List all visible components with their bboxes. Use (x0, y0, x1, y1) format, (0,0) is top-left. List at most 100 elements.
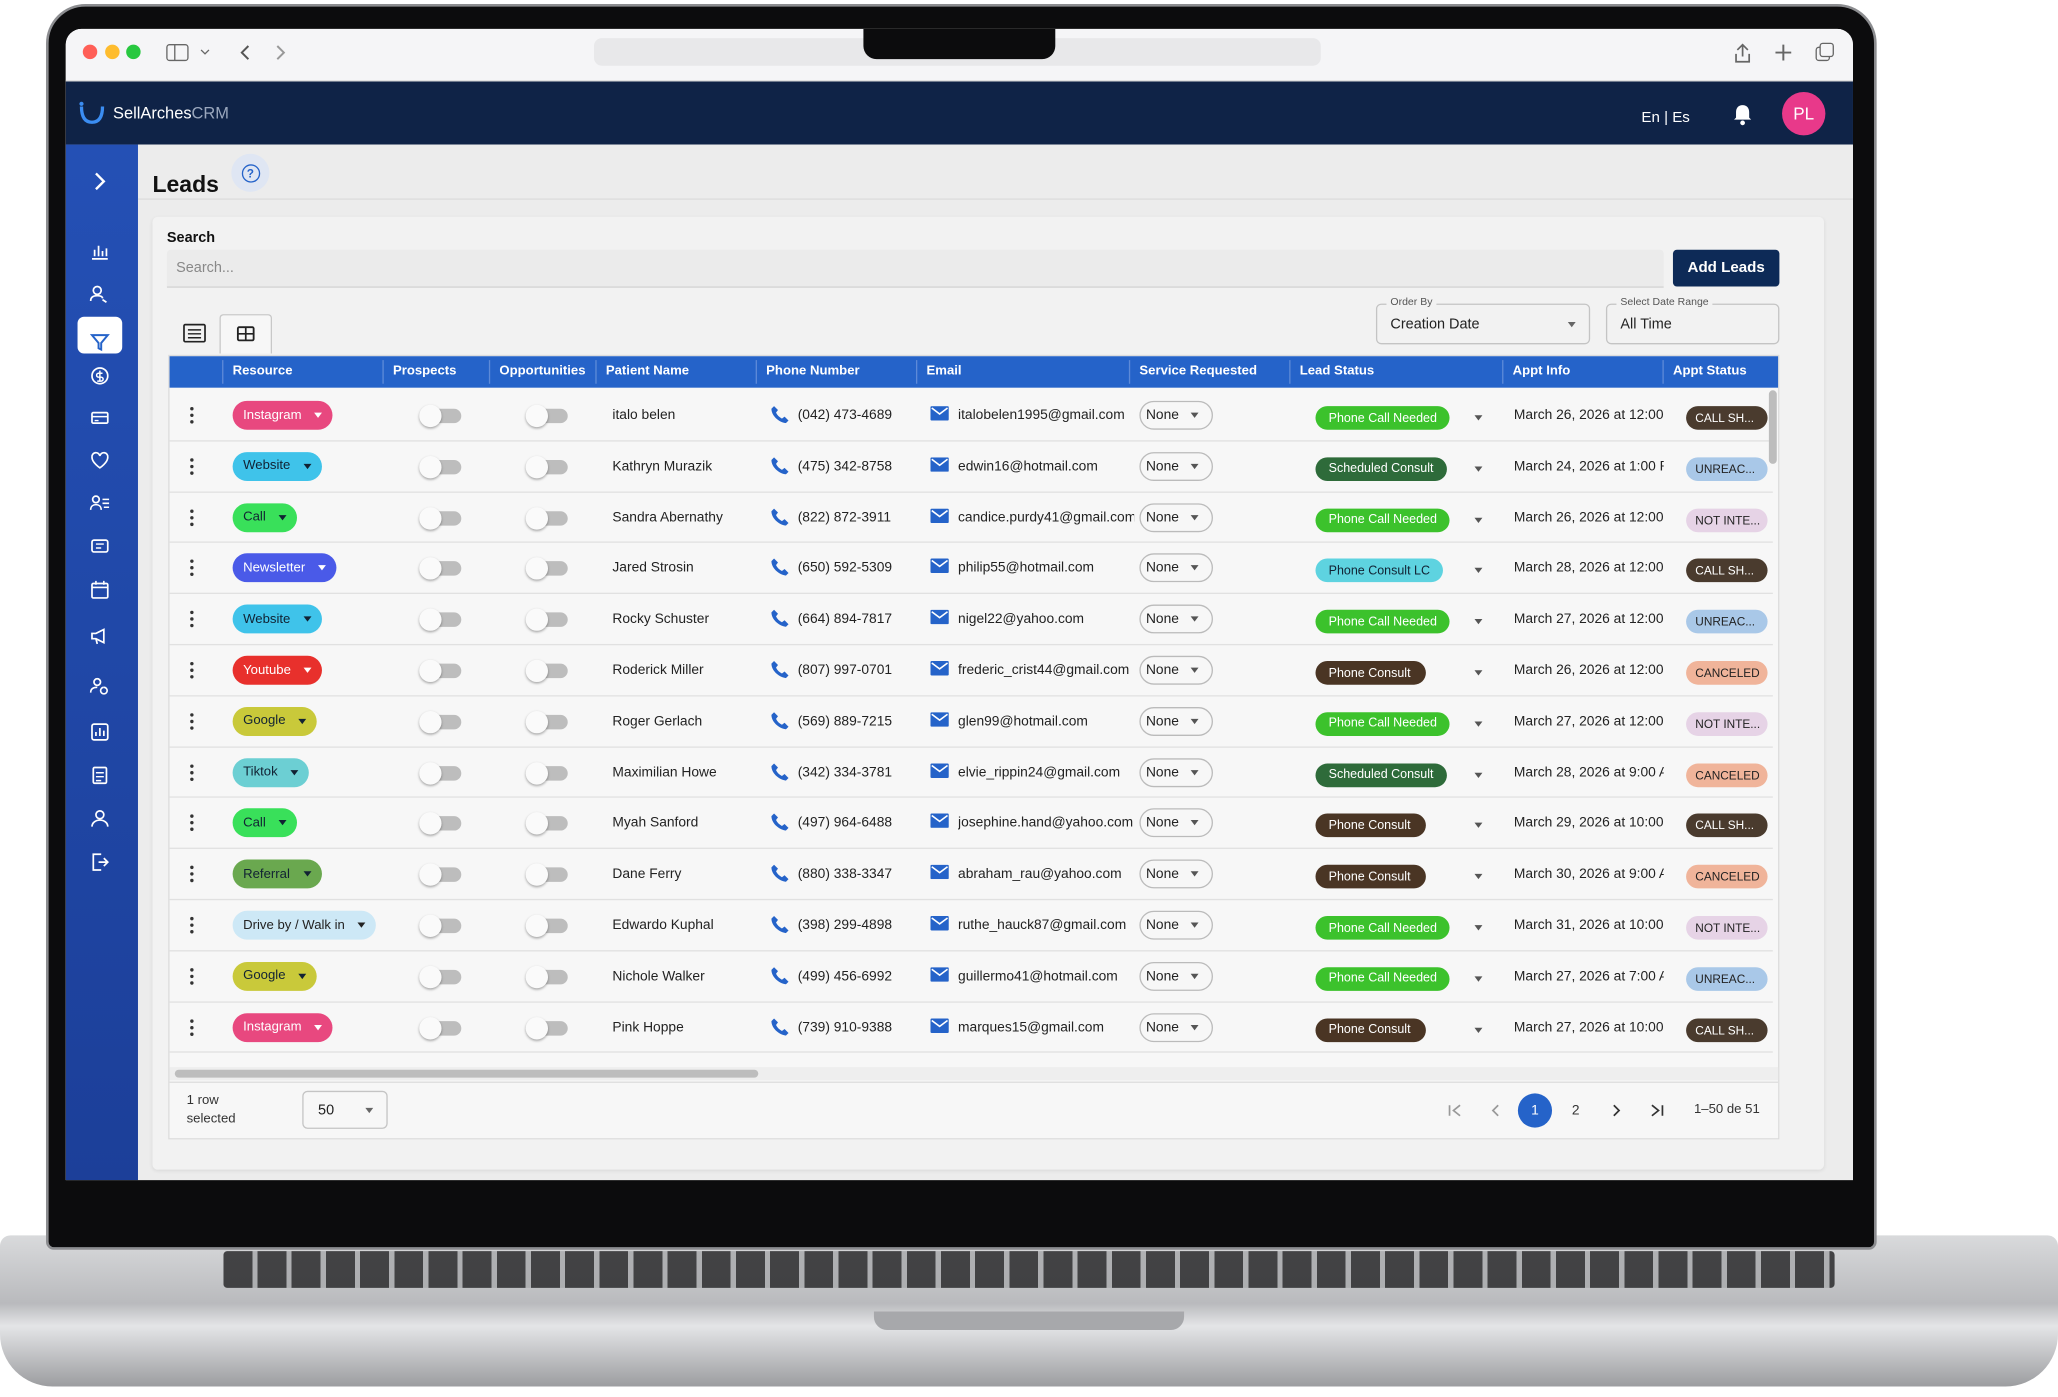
toggle[interactable] (419, 608, 462, 632)
lead-status-pill[interactable]: Phone Call Needed (1315, 610, 1451, 634)
column-header[interactable]: Service Requested (1139, 364, 1258, 379)
toggle[interactable] (525, 812, 568, 836)
toggle[interactable] (419, 761, 462, 785)
previous-page[interactable] (1488, 1103, 1504, 1119)
service-select[interactable]: None (1139, 604, 1213, 634)
service-select[interactable]: None (1139, 859, 1213, 889)
email-icon[interactable] (930, 1017, 949, 1033)
row-menu[interactable] (188, 967, 196, 985)
toggle[interactable] (525, 608, 568, 632)
minimize-button[interactable] (105, 44, 120, 60)
lead-status-pill[interactable]: Scheduled Consult (1315, 457, 1447, 481)
nav-item[interactable] (89, 721, 110, 742)
lead-status-pill[interactable]: Phone Consult (1315, 813, 1426, 838)
table-row[interactable]: Call Sandra Abernathy (822) 872-3911 candic… (169, 492, 1773, 544)
lead-status-pill[interactable]: Scheduled Consult (1315, 763, 1447, 787)
service-select[interactable]: None (1139, 400, 1213, 430)
nav-item[interactable] (89, 852, 110, 873)
toggle[interactable] (419, 1016, 462, 1039)
toolbar-icons[interactable] (164, 42, 295, 63)
toggle[interactable] (525, 506, 568, 530)
lead-status-pill[interactable]: Phone Consult (1315, 1017, 1426, 1042)
table-row[interactable]: Instagram Pink Hoppe (739) 910-9388 marques… (169, 1002, 1773, 1054)
table-row[interactable]: Newsletter Jared Strosin (650) 592-5309 phi… (169, 543, 1773, 595)
row-menu[interactable] (188, 916, 196, 934)
phone-icon[interactable] (770, 762, 789, 781)
first-page[interactable] (1447, 1103, 1463, 1119)
avatar[interactable]: PL (1782, 91, 1826, 136)
resource-pill[interactable]: Drive by / Walk in (232, 910, 377, 940)
email-icon[interactable] (930, 457, 949, 472)
page-size-select[interactable]: 50 (302, 1090, 388, 1129)
column-header[interactable]: Patient Name (605, 364, 690, 379)
email-icon[interactable] (930, 406, 949, 421)
phone-icon[interactable] (770, 966, 789, 985)
column-header[interactable]: Opportunities (499, 364, 586, 379)
toggle[interactable] (525, 404, 568, 428)
row-menu[interactable] (188, 406, 196, 424)
language-switch[interactable]: En | Es (1641, 110, 1690, 127)
toggle[interactable] (525, 965, 568, 988)
lead-status-pill[interactable]: Phone Call Needed (1315, 966, 1451, 991)
table-row[interactable]: Youtube Roderick Miller (807) 997-0701 fred… (169, 645, 1773, 697)
table-row[interactable]: Instagram italo belen (042) 473-4689 italob… (169, 390, 1773, 442)
lead-status-pill[interactable]: Phone Call Needed (1315, 712, 1451, 736)
nav-item[interactable] (89, 765, 110, 786)
notifications[interactable] (1731, 103, 1755, 127)
row-menu[interactable] (188, 712, 196, 730)
row-menu[interactable] (188, 661, 196, 679)
lead-status-pill[interactable]: Phone Consult LC (1315, 559, 1444, 583)
table-row[interactable]: Referral Dane Ferry (880) 338-3347 abraham_… (169, 849, 1773, 901)
column-header[interactable]: Appt Status (1672, 364, 1747, 379)
phone-icon[interactable] (770, 456, 789, 475)
toggle[interactable] (419, 506, 462, 530)
toggle[interactable] (525, 659, 568, 683)
email-icon[interactable] (930, 610, 949, 625)
email-icon[interactable] (930, 661, 949, 676)
row-menu[interactable] (188, 814, 196, 832)
nav-item[interactable] (89, 284, 110, 305)
service-select[interactable]: None (1139, 961, 1213, 991)
row-menu[interactable] (188, 559, 196, 577)
nav-item[interactable] (89, 675, 110, 696)
resource-pill[interactable]: Google (232, 706, 318, 736)
column-header[interactable]: Email (926, 364, 962, 379)
column-header[interactable]: Prospects (392, 364, 457, 379)
resource-pill[interactable]: Website (232, 604, 322, 634)
column-header[interactable]: Phone Number (766, 364, 860, 379)
nav-item[interactable] (89, 536, 110, 557)
appt-status-pill[interactable]: UNREAC... (1686, 457, 1768, 481)
toolbar-actions[interactable] (1732, 41, 1837, 65)
toggle[interactable] (525, 863, 568, 887)
email-icon[interactable] (930, 966, 949, 982)
nav-item[interactable] (89, 331, 110, 352)
resource-pill[interactable]: Instagram (232, 400, 334, 430)
table-row[interactable]: Call Myah Sanford (497) 964-6488 josephine.… (169, 798, 1773, 850)
table-row[interactable]: Website Rocky Schuster (664) 894-7817 nigel… (169, 594, 1773, 646)
nav-item[interactable] (89, 242, 110, 263)
appt-status-pill[interactable]: CALL SH... (1686, 406, 1768, 430)
help-button[interactable]: ? (231, 153, 270, 192)
toggle[interactable] (419, 455, 462, 479)
row-menu[interactable] (188, 763, 196, 781)
nav-item[interactable] (89, 407, 110, 428)
nav-item[interactable] (89, 580, 110, 601)
appt-status-pill[interactable]: UNREAC... (1686, 966, 1768, 991)
service-select[interactable]: None (1139, 655, 1213, 685)
appt-status-pill[interactable]: CALL SH... (1686, 559, 1768, 583)
last-page[interactable] (1649, 1103, 1665, 1119)
toggle[interactable] (525, 455, 568, 479)
service-select[interactable]: None (1139, 757, 1213, 787)
lead-status-pill[interactable]: Phone Consult (1315, 864, 1426, 889)
email-icon[interactable] (930, 915, 949, 931)
service-select[interactable]: None (1139, 808, 1213, 838)
service-select[interactable]: None (1139, 1012, 1213, 1042)
grid-view-icon[interactable] (235, 323, 256, 344)
page-button[interactable]: 2 (1571, 1102, 1580, 1119)
appt-status-pill[interactable]: CANCELED (1686, 864, 1768, 889)
nav-item[interactable] (89, 626, 110, 647)
service-select[interactable]: None (1139, 502, 1213, 532)
zoom-button[interactable] (126, 44, 141, 60)
column-header[interactable]: Resource (232, 364, 293, 379)
toggle[interactable] (419, 812, 462, 836)
